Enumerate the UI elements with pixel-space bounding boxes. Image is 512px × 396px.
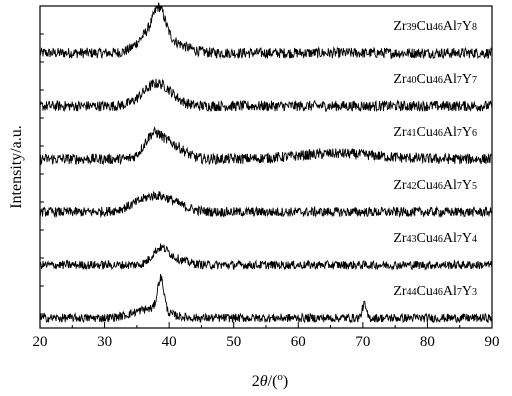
- x-tick-label: 40: [162, 334, 177, 350]
- series-label: Zr39Cu46Al7Y8: [393, 19, 477, 34]
- x-axis-ticks: 20 30 40 50 60 70 80 90: [33, 322, 500, 350]
- y-axis-label: Intensity/a.u.: [8, 125, 25, 209]
- series-label: Zr44Cu46Al7Y3: [393, 284, 477, 299]
- series-label: Zr43Cu46Al7Y4: [393, 231, 477, 246]
- x-tick-label: 60: [291, 334, 306, 350]
- x-tick-label: 80: [420, 334, 435, 350]
- y-axis-ticks: [40, 33, 44, 315]
- series-line-Zr40Cu46Al7Y7: [39, 78, 493, 113]
- x-tick-label: 30: [97, 334, 112, 350]
- series-line-Zr42Cu46Al7Y5: [39, 191, 493, 219]
- series-line-Zr43Cu46Al7Y4: [39, 243, 493, 271]
- series-label: Zr42Cu46Al7Y5: [393, 178, 477, 193]
- x-axis-label: 2θ/(o): [252, 371, 288, 390]
- series-line-Zr39Cu46Al7Y8: [39, 2, 493, 60]
- series-labels: Zr39Cu46Al7Y8 Zr40Cu46Al7Y7 Zr41Cu46Al7Y6 Z…: [393, 19, 477, 299]
- x-tick-label: 70: [355, 334, 370, 350]
- x-tick-label: 20: [33, 334, 48, 350]
- series-label: Zr41Cu46Al7Y6: [393, 125, 477, 140]
- series-label: Zr40Cu46Al7Y7: [393, 72, 477, 87]
- x-tick-label: 50: [226, 334, 241, 350]
- series-curves: [39, 2, 493, 324]
- series-line-Zr44Cu46Al7Y3: [39, 274, 493, 324]
- x-tick-label: 90: [485, 334, 500, 350]
- series-line-Zr41Cu46Al7Y6: [39, 125, 493, 166]
